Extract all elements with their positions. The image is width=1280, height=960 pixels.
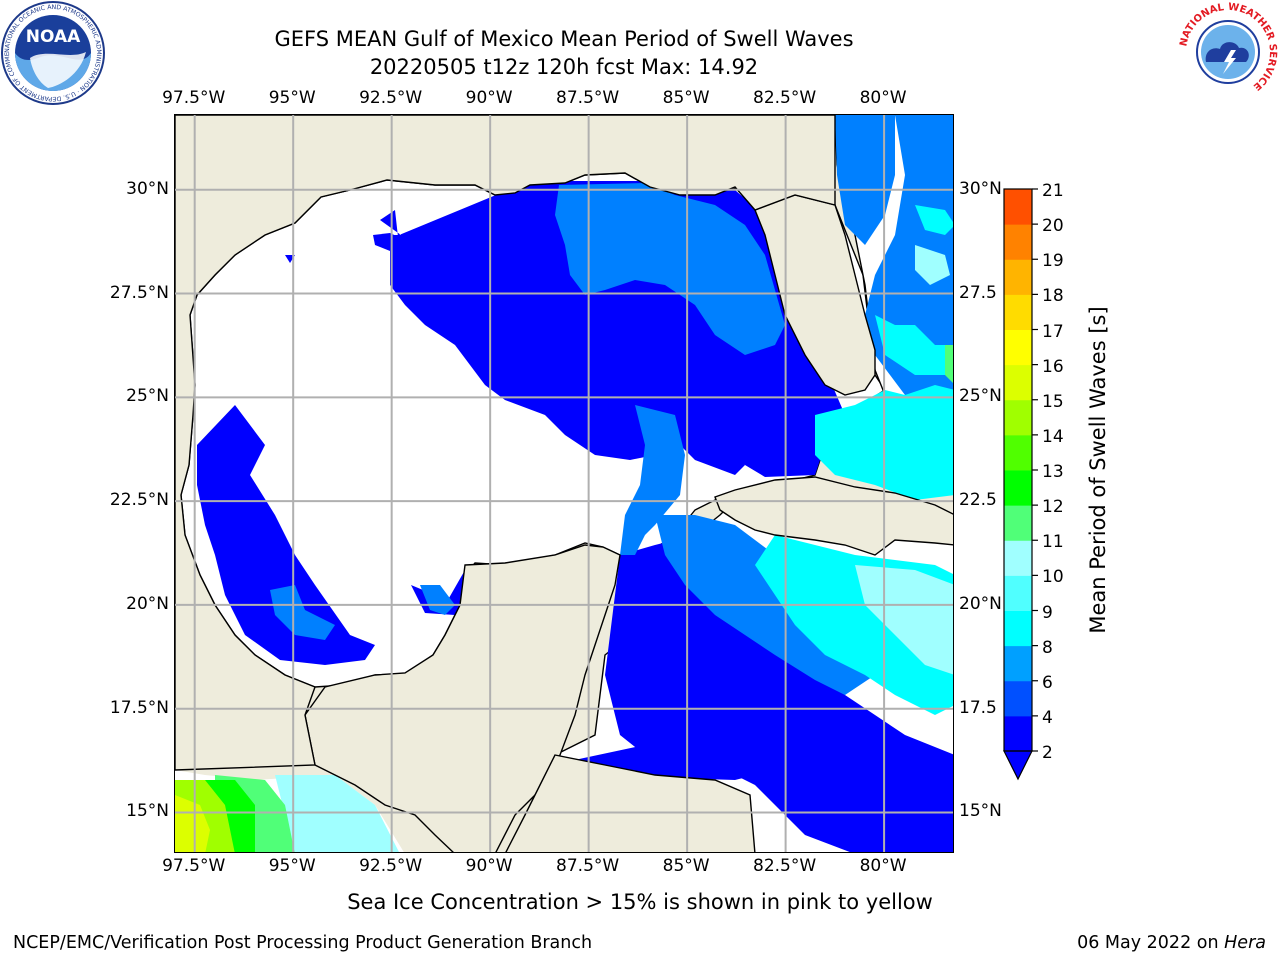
lat-tick-right: 27.5	[959, 282, 997, 303]
chart-subtitle: 20220505 t12z 120h fcst Max: 14.92	[369, 55, 759, 79]
map-panel	[174, 114, 954, 853]
lat-tick-right: 22.5	[959, 490, 997, 511]
colorbar-outline	[1003, 188, 1033, 752]
lon-tick-top: 82.5°W	[753, 88, 817, 108]
colorbar-segment	[1004, 434, 1032, 471]
colorbar-extend-arrow	[1003, 750, 1033, 781]
lat-tick-left: 17.5°N	[109, 697, 169, 718]
colorbar-segment	[1004, 540, 1032, 576]
cuba-land	[714, 476, 953, 556]
yucatan-land	[304, 544, 621, 852]
colorbar-tick-label: 10	[1042, 567, 1064, 588]
colorbar-tick-label: 13	[1042, 462, 1064, 482]
colorbar-segment	[1004, 399, 1032, 436]
lat-tick-right: 17.5	[959, 697, 997, 718]
lon-tick-bottom: 80°W	[859, 856, 907, 876]
lon-tick-top: 95°W	[268, 88, 316, 108]
lat-tick-left: 25°N	[126, 386, 169, 407]
lon-tick-bottom: 90°W	[465, 856, 513, 876]
colorbar-segment	[1004, 294, 1032, 330]
date-text: 06 May 2022 on	[1077, 933, 1225, 953]
lon-tick-bottom: 97.5°W	[162, 856, 226, 876]
date-credit: 06 May 2022 on Hera	[1077, 933, 1266, 953]
colorbar-label: Mean Period of Swell Waves [s]	[1086, 306, 1110, 634]
colorbar-segment	[1004, 680, 1032, 717]
sea-ice-note: Sea Ice Concentration > 15% is shown in …	[347, 890, 933, 914]
colorbar-tick-label: 11	[1042, 532, 1064, 553]
swell-8-9s	[275, 245, 953, 852]
lon-tick-bottom: 95°W	[268, 856, 316, 876]
lon-tick-top: 97.5°W	[162, 88, 226, 108]
colorbar-tick-label: 17	[1042, 321, 1064, 342]
lon-tick-top: 80°W	[859, 88, 907, 108]
colorbar-segment	[1004, 610, 1032, 647]
lon-tick-top: 92.5°W	[359, 88, 423, 108]
lon-tick-top: 87.5°W	[556, 88, 620, 108]
colorbar-segment	[1004, 364, 1032, 401]
lat-tick-left: 27.5°N	[109, 282, 169, 303]
colorbar-segment	[1004, 645, 1032, 682]
nws-logo: NATIONAL WEATHER SERVICE	[1178, 2, 1278, 101]
chart-title: GEFS MEAN Gulf of Mexico Mean Period of …	[274, 27, 854, 51]
lat-tick-left: 22.5°N	[109, 490, 169, 511]
lat-tick-left: 30°N	[126, 178, 169, 199]
lon-tick-bottom: 87.5°W	[556, 856, 620, 876]
colorbar-segment	[1004, 329, 1032, 366]
colorbar-tick-label: 2	[1042, 743, 1053, 763]
lat-tick-right: 15°N	[959, 801, 1002, 822]
colorbar-segment	[1004, 259, 1032, 295]
colorbar-segment	[1004, 470, 1032, 506]
colorbar-tick-label: 20	[1042, 216, 1064, 237]
swell-9-14s	[175, 345, 953, 852]
lon-tick-bottom: 82.5°W	[753, 856, 817, 876]
colorbar-segment	[1004, 505, 1032, 541]
lat-tick-left: 15°N	[126, 801, 169, 822]
colorbar-tick-label: 8	[1042, 637, 1053, 658]
colorbar-tick-label: 21	[1042, 181, 1064, 201]
lat-tick-right: 20°N	[959, 593, 1002, 614]
colorbar-tick-label: 14	[1042, 426, 1064, 447]
lat-tick-right: 30°N	[959, 178, 1002, 199]
colorbar-tick-label: 16	[1042, 356, 1064, 377]
lon-tick-top: 90°W	[465, 88, 513, 108]
colorbar-tick-label: 18	[1042, 286, 1064, 307]
gridlines	[175, 115, 953, 852]
colorbar-tick-label: 15	[1042, 391, 1064, 412]
lat-tick-left: 20°N	[126, 593, 169, 614]
lat-tick-right: 25°N	[959, 386, 1002, 407]
machine-name: Hera	[1224, 933, 1266, 953]
colorbar-tick-label: 4	[1042, 707, 1053, 728]
lon-tick-top: 85°W	[662, 88, 710, 108]
colorbar-tick-label: 9	[1042, 602, 1053, 623]
central-america-land	[505, 754, 756, 852]
colorbar-tick-label: 19	[1042, 251, 1064, 272]
noaa-logo-text: NOAA	[26, 27, 81, 47]
north-us-land	[175, 115, 836, 771]
colorbar-segment	[1004, 224, 1032, 260]
colorbar-segment	[1004, 575, 1032, 611]
lon-tick-bottom: 92.5°W	[359, 856, 423, 876]
colorbar-tick-label: 12	[1042, 497, 1064, 518]
colorbar-segment	[1004, 189, 1032, 225]
credit-text: NCEP/EMC/Verification Post Processing Pr…	[13, 933, 593, 953]
colorbar-segment	[1004, 715, 1032, 752]
map-canvas	[175, 115, 953, 852]
noaa-logo: NATIONAL OCEANIC AND ATMOSPHERIC ADMINIS…	[0, 0, 105, 105]
colorbar-tick-label: 6	[1042, 672, 1053, 693]
lon-tick-bottom: 85°W	[662, 856, 710, 876]
